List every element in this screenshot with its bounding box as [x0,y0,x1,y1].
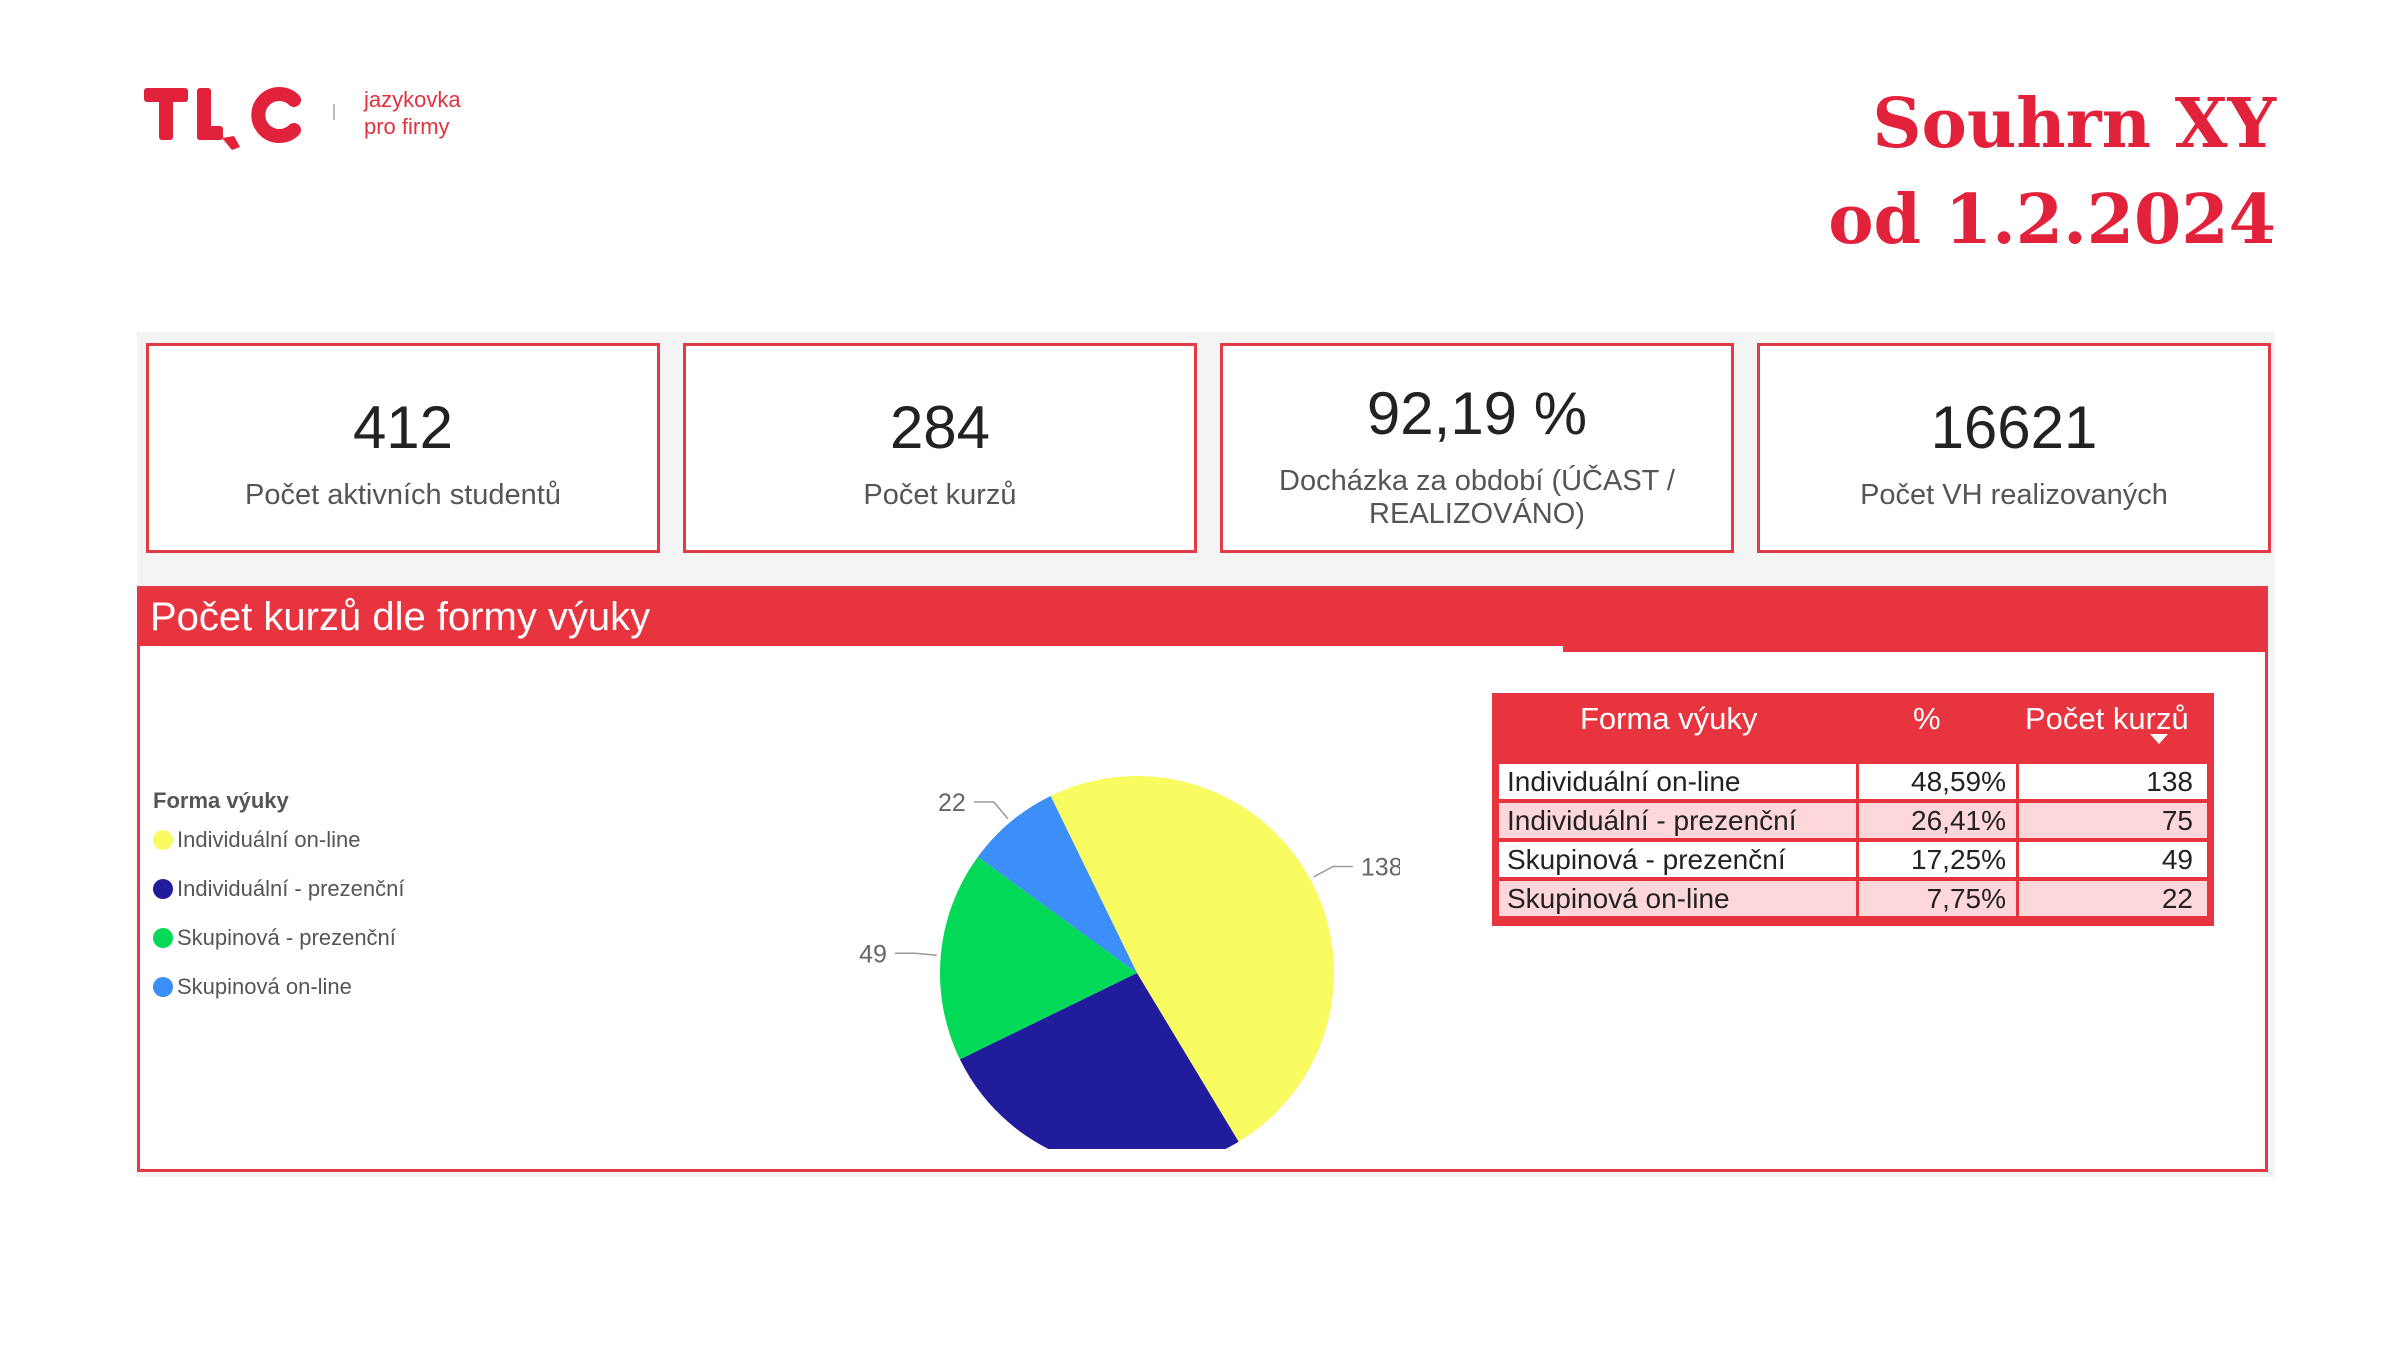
legend-dot [153,928,173,948]
pie-data-label: 22 [938,789,966,817]
legend-dot [153,977,173,997]
cell-forma: Individuální - prezenční [1499,803,1856,838]
cell-count: 138 [2019,764,2207,799]
kpi-label-line2: REALIZOVÁNO) [1369,498,1585,530]
courses-by-form-panel: Počet kurzů dle formy výuky Forma výuky … [137,586,2268,1172]
cell-count: 22 [2019,881,2207,916]
panel-header: Počet kurzů dle formy výuky [140,589,2265,646]
cell-percent: 17,25% [1859,842,2016,877]
legend-label: Skupinová - prezenční [177,925,396,950]
logo-tagline-line1: jazykovka [364,87,461,112]
legend-dot [153,830,173,850]
panel-header-strip [1563,646,2265,652]
legend-item[interactable]: Skupinová - prezenční [153,925,396,951]
pie-slice[interactable] [959,973,1239,1149]
legend-item[interactable]: Individuální on-line [153,827,360,853]
page-title-line1: Souhrn XY [1872,84,2276,164]
cell-count: 49 [2019,842,2207,877]
legend-dot [153,879,173,899]
kpi-value: 16621 [1930,394,2098,461]
cell-count: 75 [2019,803,2207,838]
table-row[interactable]: Skupinová - prezenční 17,25% 49 [1499,841,2207,878]
logo-tagline-line2: pro firmy [364,114,450,139]
legend-title: Forma výuky [153,788,289,813]
page-title-line2: od 1.2.2024 [1828,180,2276,260]
kpi-label-line1: Docházka za období (ÚČAST / [1279,465,1675,497]
legend-label: Skupinová on-line [177,974,352,999]
kpi-label: Počet kurzů [863,479,1017,511]
pie-data-label: 49 [859,940,887,968]
column-header-percent[interactable]: % [1913,701,1941,736]
pie-slice[interactable] [977,795,1137,973]
cell-percent: 48,59% [1859,764,2016,799]
legend-label: Individuální - prezenční [177,876,405,901]
table-row[interactable]: Skupinová on-line 7,75% 22 [1499,880,2207,917]
sort-desc-icon[interactable] [2150,734,2168,744]
cell-forma: Skupinová on-line [1499,881,1856,916]
kpi-label: Počet aktivních studentů [245,479,561,511]
kpi-card-attendance: 92,19 % Docházka za období (ÚČAST / REAL… [1220,343,1734,553]
table-row[interactable]: Individuální - prezenční 26,41% 75 [1499,802,2207,839]
pie-leader-line [894,952,937,957]
legend-label: Individuální on-line [177,827,361,852]
kpi-card-courses: 284 Počet kurzů [683,343,1197,553]
logo-divider [333,104,335,120]
pie-data-label: 138 [1361,854,1400,882]
pie-leader-line [1313,865,1353,878]
courses-table: Forma výuky % Počet kurzů Individuální o… [1492,693,2214,926]
legend-item[interactable]: Individuální - prezenční [153,876,404,902]
pie-chart: 138754922 [859,775,1400,1149]
kpi-label: Počet VH realizovaných [1860,479,2168,511]
kpi-value: 284 [889,394,991,461]
panel-title: Počet kurzů dle formy výuky [150,595,651,639]
tlc-logo [144,87,301,150]
pie-leader-line [973,801,1009,820]
column-header-forma[interactable]: Forma výuky [1580,701,1758,736]
cell-percent: 7,75% [1859,881,2016,916]
legend-item[interactable]: Skupinová on-line [153,974,352,1000]
kpi-card-students: 412 Počet aktivních studentů [146,343,660,553]
cell-forma: Individuální on-line [1499,764,1856,799]
kpi-value: 412 [352,394,454,461]
cell-forma: Skupinová - prezenční [1499,842,1856,877]
kpi-card-lessons: 16621 Počet VH realizovaných [1757,343,2271,553]
pie-slice[interactable] [1050,775,1335,1142]
logo-tagline: jazykovka pro firmy [364,86,461,140]
cell-percent: 26,41% [1859,803,2016,838]
pie-slice[interactable] [939,856,1137,1060]
kpi-value: 92,19 % [1366,380,1588,447]
page-title: Souhrn XY od 1.2.2024 [1828,76,2276,268]
column-header-count[interactable]: Počet kurzů [2025,701,2189,736]
table-row[interactable]: Individuální on-line 48,59% 138 [1499,763,2207,800]
